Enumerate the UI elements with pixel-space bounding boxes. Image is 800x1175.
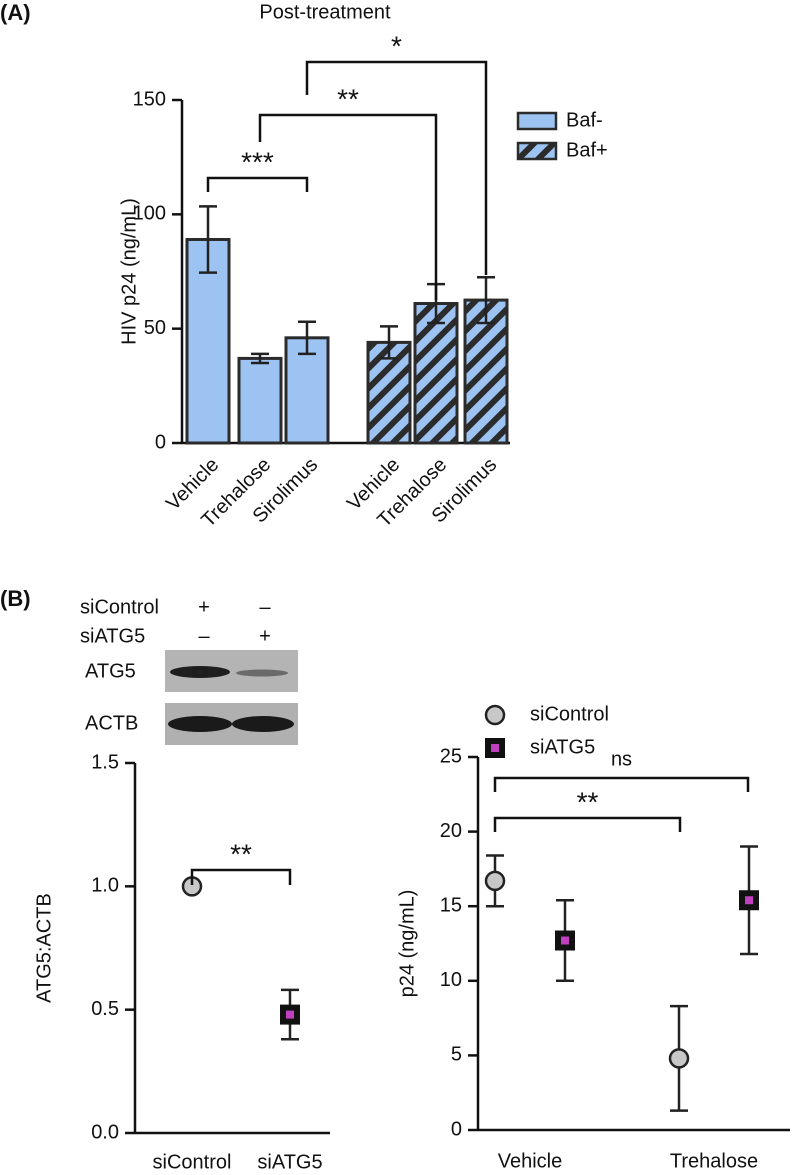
- significance-bracket: [493, 816, 682, 832]
- significance-bracket: [258, 113, 438, 300]
- blot-row-label: siATG5: [80, 625, 145, 647]
- error-bar: [199, 205, 217, 274]
- legend-label: Baf-: [566, 109, 603, 131]
- marker: [280, 1004, 300, 1025]
- marker: [484, 704, 506, 726]
- y-tick-label: 1.5: [91, 751, 119, 773]
- bar: [413, 302, 459, 445]
- significance-label: ns: [611, 748, 632, 770]
- marker: [555, 930, 575, 951]
- significance-label: **: [230, 838, 252, 869]
- blot-band-label: ATG5: [85, 660, 136, 682]
- legend-label: siATG5: [530, 736, 595, 758]
- y-tick-label: 5: [451, 1044, 462, 1066]
- x-tick-label: Trehalose: [670, 1150, 758, 1172]
- blot-mark: –: [198, 625, 210, 647]
- y-tick-label: 20: [440, 820, 462, 842]
- significance-label: **: [337, 83, 359, 114]
- significance-label: *: [391, 30, 402, 61]
- y-axis-label: p24 (ng/mL): [396, 890, 418, 998]
- marker-center: [286, 1010, 294, 1019]
- marker: [668, 1048, 690, 1069]
- blot-mark: –: [259, 596, 271, 618]
- chart-title: Post-treatment: [259, 1, 391, 23]
- bar: [284, 336, 330, 445]
- error-bar: [298, 320, 316, 356]
- x-tick-label: siATG5: [257, 1151, 322, 1173]
- blot-band: [170, 666, 230, 678]
- significance-label: **: [577, 786, 599, 817]
- bar: [366, 340, 412, 445]
- y-tick-label: 25: [440, 745, 462, 767]
- y-tick-label: 50: [144, 317, 166, 339]
- marker: [485, 738, 505, 758]
- significance-label: ***: [241, 146, 274, 177]
- blot-band: [236, 669, 288, 677]
- y-tick-label: 150: [133, 88, 166, 110]
- blot: [165, 650, 298, 745]
- legend-swatch: [516, 111, 558, 131]
- marker-center: [561, 936, 569, 945]
- blot-mark: +: [259, 625, 271, 647]
- x-tick-label: siControl: [153, 1151, 232, 1173]
- y-tick-label: 15: [440, 894, 462, 916]
- y-tick-label: 100: [133, 203, 166, 225]
- marker: [484, 870, 506, 892]
- blot-band: [232, 716, 294, 732]
- error-bar: [251, 352, 269, 365]
- legend-label: siControl: [530, 703, 609, 725]
- marker-center: [491, 744, 499, 752]
- blot-band-label: ACTB: [85, 712, 138, 734]
- significance-bracket: [206, 176, 309, 192]
- y-axis-label: ATG5:ACTB: [33, 893, 55, 1003]
- y-tick-label: 0: [155, 431, 166, 453]
- significance-bracket: [190, 868, 292, 885]
- marker: [739, 890, 759, 911]
- panel-label: (A): [0, 0, 31, 25]
- y-tick-label: 10: [440, 969, 462, 991]
- y-tick-label: 0.0: [91, 1121, 119, 1143]
- x-tick-label: Vehicle: [498, 1150, 563, 1172]
- y-tick-label: 1.0: [91, 875, 119, 897]
- error-bar: [477, 275, 495, 325]
- blot-band: [168, 716, 232, 732]
- y-tick-label: 0.5: [91, 998, 119, 1020]
- blot-mark: +: [198, 596, 210, 618]
- blot-row-label: siControl: [80, 596, 159, 618]
- y-tick-label: 0: [451, 1118, 462, 1140]
- legend-swatch: [516, 141, 558, 161]
- error-bar: [380, 325, 398, 360]
- marker-center: [745, 896, 753, 905]
- y-axis-label: HIV p24 (ng/mL): [118, 198, 140, 345]
- significance-bracket: [493, 776, 750, 792]
- panel-label: (B): [0, 586, 31, 611]
- legend-label: Baf+: [566, 139, 608, 161]
- significance-bracket: [305, 60, 488, 275]
- bar: [237, 356, 283, 445]
